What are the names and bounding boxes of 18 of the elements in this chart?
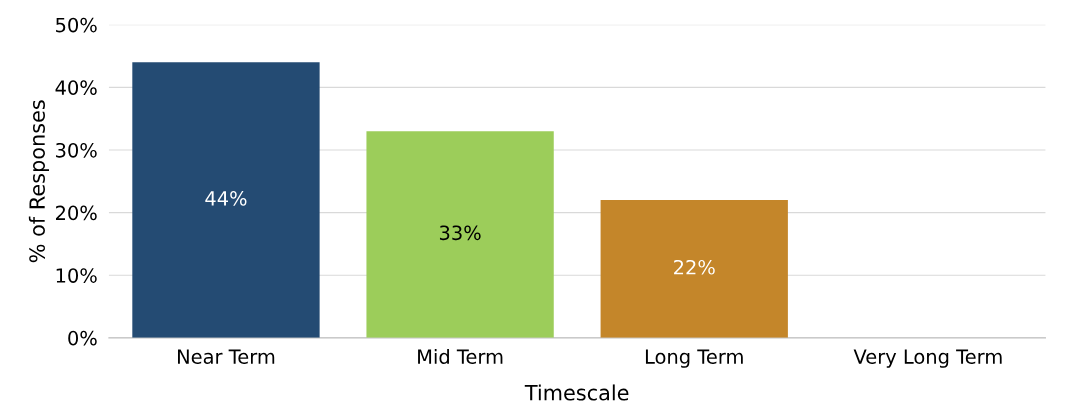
bar xyxy=(132,62,320,338)
x-tick-label: Very Long Term xyxy=(853,349,1002,368)
y-tick-label: 40% xyxy=(55,80,97,96)
y-tick-label: 0% xyxy=(68,330,97,346)
x-axis-title: Timescale xyxy=(524,384,629,401)
y-tick-label: 50% xyxy=(56,17,97,33)
bar xyxy=(366,131,554,338)
y-tick-label: 30% xyxy=(56,142,97,158)
bar xyxy=(600,200,788,338)
data-label: 22% xyxy=(674,259,715,275)
x-tick-label: Near Term xyxy=(178,349,275,364)
data-label: 44% xyxy=(205,191,247,206)
y-tick-label: 20% xyxy=(56,205,97,221)
x-tick-label: Mid Term xyxy=(418,348,503,364)
y-tick-label: 10% xyxy=(56,268,97,283)
data-label: 33% xyxy=(439,225,481,241)
y-axis-title: % of Responses xyxy=(28,100,50,263)
x-tick-label: Long Term xyxy=(645,349,743,368)
